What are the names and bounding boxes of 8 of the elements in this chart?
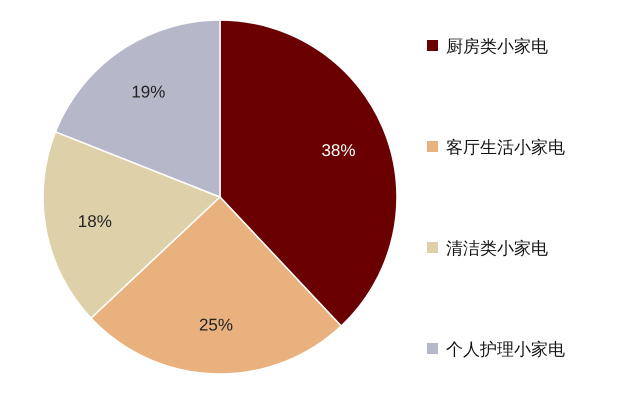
legend-label: 个人护理小家电: [446, 340, 565, 359]
data-label: 19%: [131, 82, 166, 102]
legend-label: 厨房类小家电: [446, 37, 548, 56]
legend-label: 客厅生活小家电: [446, 138, 565, 157]
data-label: 18%: [78, 212, 112, 231]
legend-label: 清洁类小家电: [446, 239, 548, 258]
data-label: 25%: [198, 315, 234, 334]
data-label: 38%: [321, 141, 356, 160]
